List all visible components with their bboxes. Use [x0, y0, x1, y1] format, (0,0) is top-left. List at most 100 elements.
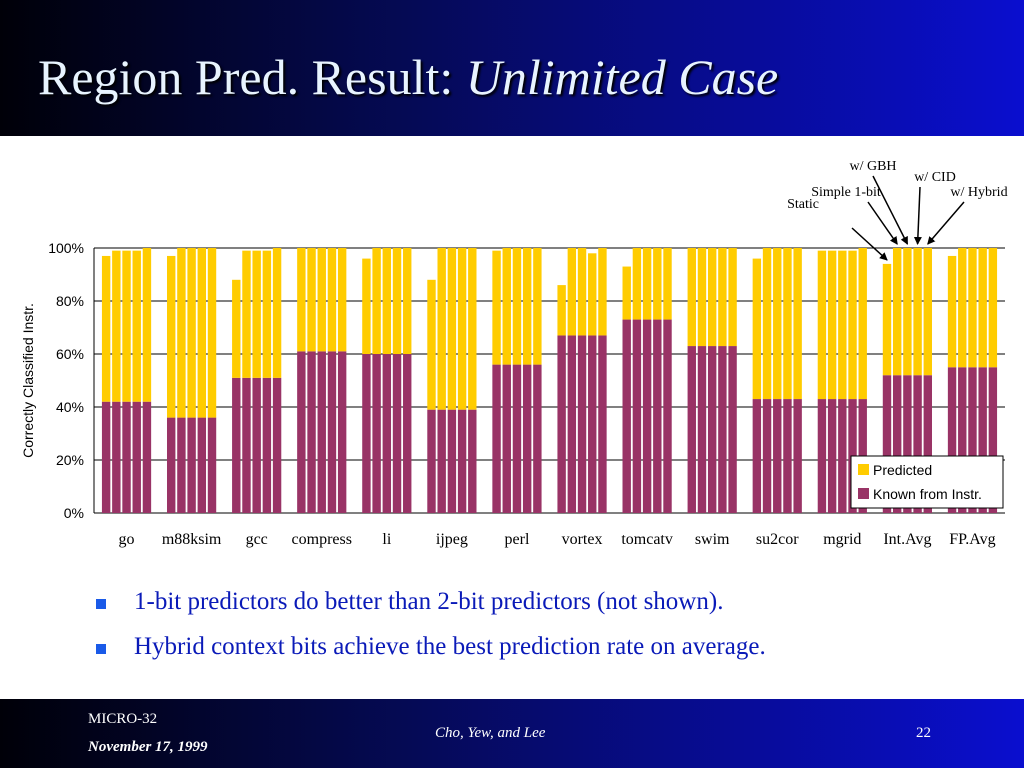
- legend-label: Predicted: [873, 462, 932, 478]
- bar-known: [817, 399, 827, 513]
- y-axis-label: Correctly Classified Instr.: [20, 303, 36, 458]
- bar-predicted: [362, 258, 371, 354]
- bar-predicted: [892, 248, 902, 376]
- bar-predicted: [502, 248, 511, 365]
- bar-predicted: [838, 250, 847, 400]
- bar-known: [718, 346, 727, 513]
- bar-predicted: [728, 248, 737, 347]
- bar-known: [272, 377, 282, 513]
- y-tick-label: 40%: [56, 399, 84, 415]
- x-tick-label: vortex: [562, 531, 603, 548]
- bar-known: [167, 417, 176, 513]
- bar-known: [533, 364, 542, 513]
- bar-predicted: [437, 248, 446, 410]
- bar-known: [382, 354, 392, 513]
- bar-known: [492, 364, 501, 513]
- bar-known: [362, 354, 371, 513]
- bar-known: [923, 375, 932, 513]
- bar-predicted: [392, 248, 402, 354]
- bar-predicted: [512, 248, 522, 365]
- bar-predicted: [122, 250, 131, 402]
- bar-known: [687, 346, 696, 513]
- bar-predicted: [468, 248, 477, 410]
- bar-known: [132, 401, 141, 513]
- bar-known: [457, 409, 467, 513]
- callout-arrow: [927, 201, 965, 245]
- bar-predicted: [968, 248, 977, 368]
- bar-known: [252, 377, 261, 513]
- bar-known: [588, 335, 597, 513]
- bar-predicted: [262, 250, 272, 378]
- bar-variant-label: Simple 1-bit: [811, 185, 881, 200]
- bar-known: [232, 377, 241, 513]
- bar-known: [913, 375, 922, 513]
- y-tick-label: 100%: [48, 240, 84, 256]
- bar-known: [653, 319, 662, 513]
- bar-predicted: [372, 248, 381, 354]
- bar-variant-label: w/ CID: [914, 170, 956, 185]
- bullet-text: 1-bit predictors do better than 2-bit pr…: [134, 588, 724, 615]
- bar-known: [697, 346, 707, 513]
- title-bar: Region Pred. Result: Unlimited Case: [0, 0, 1024, 136]
- bar-predicted: [923, 248, 932, 376]
- bar-predicted: [783, 248, 792, 400]
- bar-known: [728, 346, 737, 513]
- y-tick-label: 0%: [64, 505, 84, 521]
- bar-variant-label: Static: [787, 197, 819, 212]
- bar-predicted: [577, 248, 587, 336]
- bar-known: [632, 319, 642, 513]
- bar-known: [773, 399, 782, 513]
- bar-known: [947, 367, 957, 513]
- bar-predicted: [101, 255, 111, 402]
- bar-predicted: [793, 248, 802, 400]
- x-tick-label: perl: [505, 531, 530, 548]
- bar-predicted: [817, 250, 827, 400]
- bar-predicted: [142, 248, 152, 402]
- bar-predicted: [827, 250, 837, 400]
- x-tick-label: gcc: [246, 531, 268, 548]
- bar-predicted: [988, 248, 998, 368]
- bar-known: [642, 319, 652, 513]
- bar-known: [903, 375, 912, 513]
- bar-known: [958, 367, 967, 513]
- bar-predicted: [207, 248, 217, 418]
- bar-predicted: [913, 248, 922, 376]
- y-tick-label: 60%: [56, 346, 84, 362]
- bar-predicted: [427, 279, 436, 410]
- bar-predicted: [167, 255, 176, 418]
- bar-predicted: [197, 248, 207, 418]
- x-tick-label: tomcatv: [621, 531, 673, 548]
- bar-known: [968, 367, 977, 513]
- bar-known: [112, 401, 121, 513]
- bar-known: [197, 417, 207, 513]
- bar-predicted: [642, 248, 652, 320]
- legend-swatch: [858, 488, 869, 499]
- bar-predicted: [903, 248, 912, 376]
- callout-arrow: [851, 227, 888, 261]
- bullet-marker: [96, 599, 106, 609]
- x-tick-label: swim: [695, 531, 730, 548]
- x-tick-label: compress: [292, 531, 352, 548]
- legend-box: [850, 455, 1004, 509]
- stacked-bar-chart: 0% 20% 40% 60% 80% 100% Correctly Classified I…: [20, 159, 1008, 548]
- bar-predicted: [403, 248, 412, 354]
- footer-date: November 17, 1999: [88, 739, 208, 755]
- bar-known: [598, 335, 607, 513]
- bar-known: [577, 335, 587, 513]
- bar-known: [372, 354, 381, 513]
- x-tick-label: Int.Avg: [883, 531, 931, 548]
- bar-predicted: [848, 250, 857, 400]
- bar-known: [242, 377, 251, 513]
- footer-bar: MICRO-32 November 17, 1999 Cho, Yew, and…: [0, 699, 1024, 768]
- bar-known: [663, 319, 672, 513]
- bar-known: [502, 364, 511, 513]
- bar-predicted: [112, 250, 121, 402]
- bar-known: [892, 375, 902, 513]
- bar-known: [337, 351, 347, 513]
- bar-known: [622, 319, 631, 513]
- bar-predicted: [327, 248, 337, 352]
- x-tick-label: su2cor: [756, 531, 799, 548]
- x-tick-label: go: [119, 531, 135, 548]
- bar-known: [793, 399, 802, 513]
- bar-known: [177, 417, 186, 513]
